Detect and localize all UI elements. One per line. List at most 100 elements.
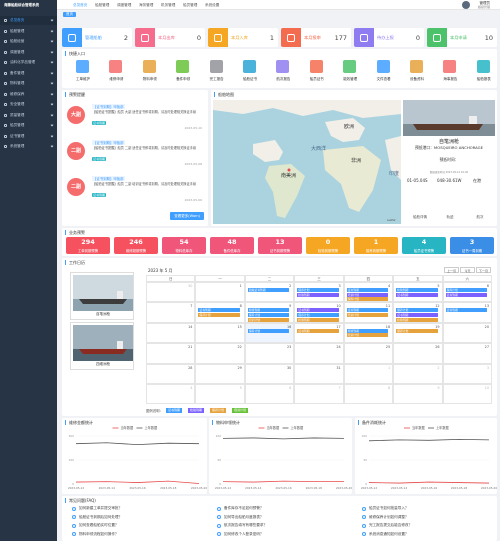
calendar-day[interactable]: 23	[244, 343, 295, 364]
calendar-day[interactable]: 5	[195, 384, 245, 405]
calendar-day[interactable]: 29	[195, 363, 245, 384]
menu-item[interactable]: 油料化学品管理	[0, 58, 57, 67]
shortcut[interactable]: 文件查看	[371, 59, 397, 85]
stat-card[interactable]: 本月报审 177	[281, 28, 351, 47]
calendar-day[interactable]: 20	[442, 322, 492, 344]
calendar-event[interactable]: 检验到期	[346, 328, 389, 333]
calendar-event[interactable]: 检验到期	[396, 288, 438, 292]
breadcrumb-tag[interactable]: 首页	[63, 12, 76, 17]
calendar-event[interactable]: 证书到期	[346, 308, 389, 313]
menu-item[interactable]: 总览首页	[0, 16, 57, 25]
calendar-day[interactable]: 11 证书到期 培训计划	[343, 302, 394, 323]
stat-card[interactable]: 管理船舶 2	[62, 28, 132, 47]
calendar-day[interactable]: 17 证书到期	[294, 322, 344, 344]
alert-badge[interactable]: 0 检验到期预警	[306, 237, 350, 254]
map[interactable]	[213, 100, 401, 224]
calendar-event[interactable]: 保养计划	[346, 297, 389, 302]
menu-item[interactable]: 安全管理	[0, 100, 57, 109]
shortcut[interactable]: 海事报告	[437, 59, 463, 85]
ship-action[interactable]: 轨迹	[446, 215, 454, 219]
nav-tab[interactable]: 系统设置	[205, 3, 220, 7]
calendar-event[interactable]: 证书到期	[445, 308, 487, 313]
menu-item[interactable]: 船舶管理	[0, 27, 57, 36]
shortcut[interactable]: 船舶证书	[237, 59, 263, 85]
calendar-day[interactable]: 28	[146, 363, 196, 384]
calendar-day[interactable]: 9 检验到期 保养计划 培训计划	[244, 302, 295, 323]
menu-item[interactable]: 维修保养	[0, 90, 57, 99]
calendar-day[interactable]: 21	[146, 343, 196, 364]
calendar-day[interactable]: 14	[146, 322, 196, 344]
ship-action[interactable]: 航次	[476, 215, 484, 219]
calendar-day[interactable]: 2 船舶证书到期	[244, 282, 295, 303]
calendar-day[interactable]: 30	[146, 282, 196, 303]
calendar-event[interactable]: 证书到期	[445, 292, 487, 297]
calendar-day[interactable]: 6	[244, 384, 295, 405]
more-button[interactable]: 查看更多(Warn)	[170, 212, 204, 220]
shortcut[interactable]: 完工报告	[204, 59, 230, 85]
stat-card[interactable]: 本月入库 1	[208, 28, 278, 47]
nav-tab[interactable]: 船舶管理	[95, 3, 110, 7]
alert-badge[interactable]: 13 证书到期预警	[258, 237, 302, 254]
calendar-day[interactable]: 30	[244, 363, 295, 384]
shortcut[interactable]: 维修申请	[103, 59, 129, 85]
calendar-day[interactable]: 9	[393, 384, 443, 405]
calendar-event[interactable]: 检验到期	[297, 292, 339, 297]
calendar-event[interactable]: 保养计划	[396, 308, 438, 313]
menu-item[interactable]: 质量管理	[0, 111, 57, 120]
calendar-day[interactable]: 19 保养计划	[393, 322, 443, 344]
calendar-event[interactable]: 保养计划	[297, 312, 339, 317]
nav-tab[interactable]: 船员管理	[183, 3, 198, 7]
calendar-event[interactable]: 证书到期	[297, 328, 339, 333]
calendar-event[interactable]: 检验到期	[297, 317, 339, 322]
calendar-day[interactable]: 10 证书到期 保养计划 检验到期	[294, 302, 344, 323]
ship-action[interactable]: 船舶详情	[413, 215, 427, 219]
calendar-event[interactable]: 培训计划	[346, 292, 389, 297]
shortcut[interactable]: 工单维护	[70, 59, 96, 85]
alert-badge[interactable]: 246 维修超期预警	[114, 237, 158, 254]
calendar-day[interactable]: 24	[294, 343, 344, 364]
calendar-event[interactable]: 培训计划	[346, 312, 389, 317]
nav-tab[interactable]: 调度管理	[117, 3, 132, 7]
calendar-day[interactable]: 27	[442, 343, 492, 364]
nav-tab[interactable]: 机务管理	[161, 3, 176, 7]
alert-badge[interactable]: 48 备件低库存	[210, 237, 254, 254]
calendar-day[interactable]: 7	[294, 384, 344, 405]
stat-card[interactable]: 待办上报 0	[354, 28, 424, 47]
calendar-event[interactable]: 培训计划	[247, 317, 290, 322]
shortcut[interactable]: 船员证书	[304, 59, 330, 85]
nav-tab[interactable]: 海务管理	[139, 3, 154, 7]
calendar-button[interactable]: 上一月	[444, 267, 459, 273]
calendar-event[interactable]: 检验到期	[247, 308, 290, 313]
shortcut[interactable]: 能效管理	[337, 59, 363, 85]
avatar[interactable]	[462, 1, 470, 9]
nav-tab[interactable]: 总览首页	[73, 3, 88, 7]
calendar-day[interactable]: 13 证书到期	[442, 302, 492, 323]
calendar-event[interactable]: 证书到期	[396, 312, 438, 317]
calendar-day[interactable]: 5 检验到期 证书到期	[393, 282, 443, 303]
calendar-day[interactable]: 22	[195, 343, 245, 364]
calendar-day[interactable]: 1	[343, 363, 394, 384]
calendar-event[interactable]: 保养计划	[297, 288, 339, 292]
alert-badge[interactable]: 4 船员证书预警	[402, 237, 446, 254]
alert-badge[interactable]: 54 物料低库存	[162, 237, 206, 254]
calendar-event[interactable]: 检验到期	[396, 317, 438, 322]
calendar-button[interactable]: 今天	[460, 267, 475, 273]
alert-badge[interactable]: 1 保养到期预警	[354, 237, 398, 254]
menu-item[interactable]: 备件管理	[0, 69, 57, 78]
stat-card[interactable]: 本月出库 0	[135, 28, 205, 47]
alert-badge[interactable]: 3 证书一周到期	[450, 237, 494, 254]
menu-item[interactable]: 船舶经营	[0, 37, 57, 46]
calendar-event[interactable]: 保养计划	[198, 312, 240, 317]
calendar-day[interactable]: 4 证书到期 培训计划 保养计划	[343, 282, 394, 303]
calendar-day[interactable]: 6 保养计划 证书到期	[442, 282, 492, 303]
calendar-day[interactable]: 12 保养计划 证书到期 检验到期	[393, 302, 443, 323]
calendar-event[interactable]: 保养计划	[396, 328, 438, 333]
calendar-event[interactable]: 证书到期	[346, 288, 389, 292]
calendar-day[interactable]: 10	[442, 384, 492, 405]
calendar-day[interactable]: 25	[343, 343, 394, 364]
calendar-day[interactable]: 2	[393, 363, 443, 384]
menu-item[interactable]: 船员管理	[0, 121, 57, 130]
menu-item[interactable]: 物料管理	[0, 79, 57, 88]
calendar-day[interactable]: 7	[146, 302, 196, 323]
calendar-day[interactable]: 15	[195, 322, 245, 344]
